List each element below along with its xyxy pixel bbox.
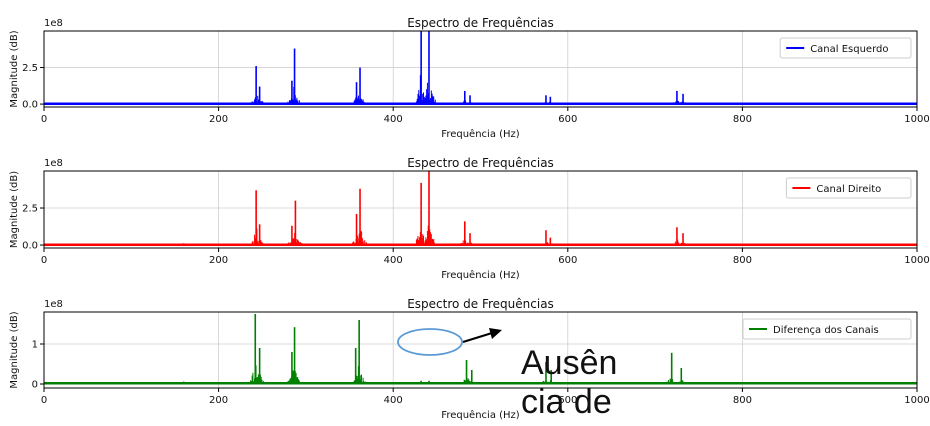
x-tick-label: 600: [558, 255, 577, 266]
x-tick-label: 600: [558, 114, 577, 125]
legend-label: Diferença dos Canais: [773, 325, 879, 336]
annotation: Ausên cia de: [398, 328, 617, 421]
x-axis-label: Frequência (Hz): [441, 128, 519, 140]
x-tick-label: 200: [209, 114, 228, 125]
x-tick-label: 800: [733, 255, 752, 266]
chart-title: Espectro de Frequências: [407, 16, 554, 30]
annotation-text-line1: Ausên: [521, 344, 617, 382]
y-multiplier: 1e8: [44, 299, 63, 310]
x-tick-label: 0: [41, 395, 47, 406]
x-tick-label: 1000: [904, 395, 929, 406]
x-tick-label: 0: [41, 114, 47, 125]
y-axis-label: Magnitude (dB): [9, 171, 20, 248]
annotation-arrow-head: [489, 328, 502, 339]
annotation-text-line2: cia de: [521, 383, 612, 421]
panel-1: 0 200 400 600 800 1000 0.0 2.5 1e8 Espectro de Fr…: [9, 16, 930, 140]
annotation-ellipse: [398, 329, 462, 355]
x-tick-label: 200: [209, 395, 228, 406]
y-tick-label: 0.0: [22, 100, 38, 111]
legend-label: Canal Esquerdo: [810, 44, 888, 55]
chart-title: Espectro de Frequências: [407, 156, 554, 170]
x-tick-label: 400: [384, 255, 403, 266]
x-tick-label: 200: [209, 255, 228, 266]
x-tick-label: 400: [384, 395, 403, 406]
y-axis-label: Magnitude (dB): [9, 311, 20, 388]
x-tick-label: 400: [384, 114, 403, 125]
x-tick-label: 800: [733, 114, 752, 125]
x-axis-label: Frequência (Hz): [441, 409, 519, 421]
panel-2: 0 200 400 600 800 1000 0.0 2.5 1e8 Espectro de Fr…: [9, 156, 930, 281]
y-tick-label: 0: [32, 380, 38, 391]
y-tick-label: 2.5: [22, 204, 38, 215]
annotation-arrow-line: [463, 333, 492, 342]
x-tick-label: 800: [733, 395, 752, 406]
y-axis-label: Magnitude (dB): [9, 30, 20, 107]
y-tick-label: 1: [32, 340, 38, 351]
y-tick-label: 2.5: [22, 63, 38, 74]
x-tick-label: 1000: [904, 114, 929, 125]
chart-title: Espectro de Frequências: [407, 297, 554, 311]
y-multiplier: 1e8: [44, 158, 63, 169]
x-tick-label: 0: [41, 255, 47, 266]
x-axis-label: Frequência (Hz): [441, 269, 519, 281]
x-tick-label: 1000: [904, 255, 929, 266]
y-multiplier: 1e8: [44, 18, 63, 29]
y-tick-label: 0.0: [22, 241, 38, 252]
legend-label: Canal Direito: [816, 184, 881, 195]
